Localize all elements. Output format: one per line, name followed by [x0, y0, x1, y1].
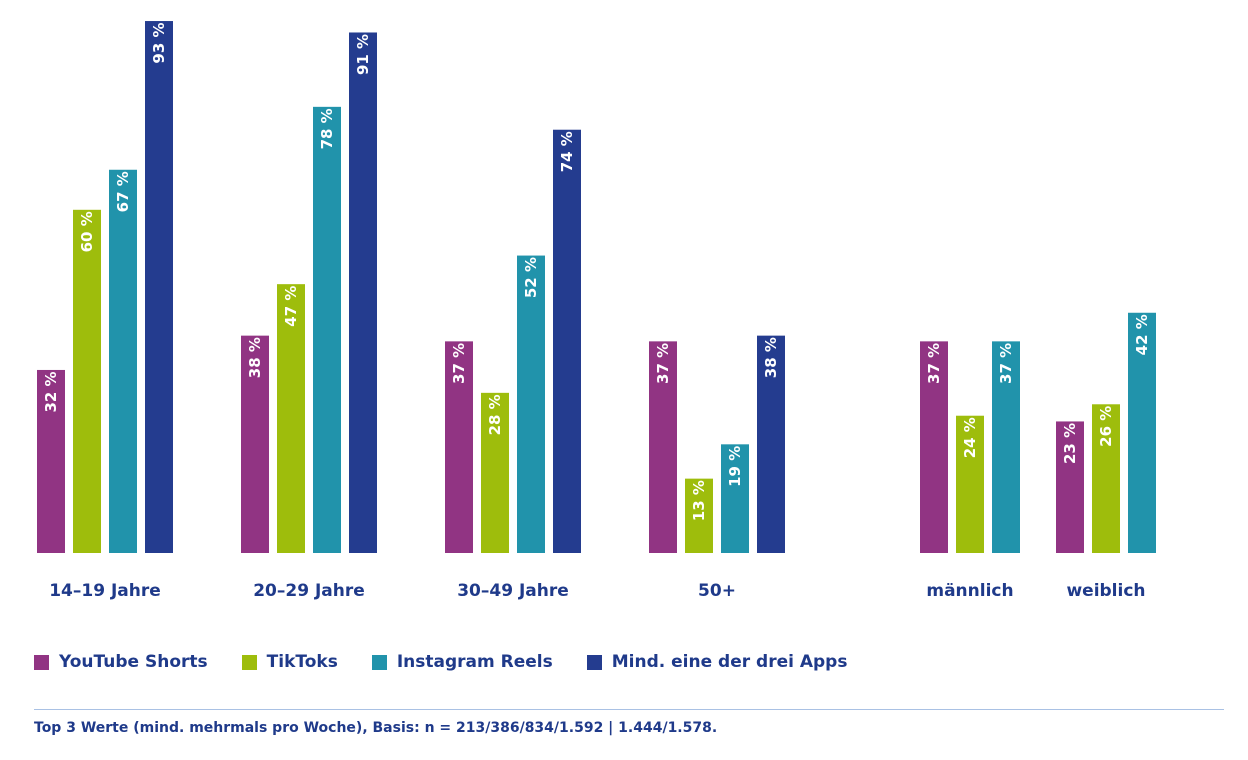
bar-chart: 32 % 60 % 67 % 93 % 14–19 Jahre 38 % 47 % 78 % 9… [37, 21, 1156, 601]
legend-swatch [241, 654, 257, 670]
bar-value-label: 26 % [1097, 406, 1115, 447]
bar [757, 335, 785, 553]
bar [109, 169, 137, 553]
category-label: männlich [926, 581, 1013, 601]
bar [277, 284, 305, 553]
bar-value-label: 67 % [114, 171, 132, 212]
legend-item-instagram-reels: Instagram Reels [371, 652, 553, 672]
footnote: Top 3 Werte (mind. mehrmals pro Woche), … [34, 720, 718, 736]
legend-item-youtube-shorts: YouTube Shorts [34, 652, 208, 672]
category-label: 30–49 Jahre [457, 581, 569, 601]
bar-value-label: 32 % [42, 371, 60, 412]
bar-value-label: 93 % [150, 22, 168, 63]
bar-value-label: 74 % [558, 131, 576, 172]
bar-value-label: 38 % [762, 337, 780, 378]
legend-item-tiktoks: TikToks [241, 652, 338, 672]
bar [649, 341, 677, 553]
bar [553, 129, 581, 553]
bar [1092, 404, 1120, 553]
legend-swatch [34, 654, 49, 670]
bar [1128, 312, 1156, 553]
bar [956, 415, 984, 553]
category-label: 14–19 Jahre [49, 581, 161, 601]
bar [313, 106, 341, 553]
bar-value-label: 28 % [486, 394, 504, 435]
legend-label: TikToks [266, 652, 338, 672]
bar [721, 444, 749, 553]
legend-label: YouTube Shorts [59, 652, 208, 672]
bar-value-label: 37 % [654, 343, 672, 384]
bar-value-label: 78 % [318, 108, 336, 149]
bar-value-label: 13 % [690, 480, 708, 521]
bar [481, 392, 509, 553]
bar [73, 209, 101, 554]
bar-value-label: 37 % [997, 343, 1015, 384]
bar [920, 341, 948, 553]
category-label: weiblich [1066, 581, 1145, 601]
bar-value-label: 24 % [961, 417, 979, 458]
legend-label: Mind. eine der drei Apps [611, 652, 848, 672]
legend-label: Instagram Reels [396, 652, 553, 672]
bar-value-label: 42 % [1133, 314, 1151, 355]
bar [445, 341, 473, 553]
legend-swatch [586, 654, 602, 670]
bar-value-label: 23 % [1061, 423, 1079, 464]
bar [145, 21, 173, 554]
bar-value-label: 37 % [925, 343, 943, 384]
bar-value-label: 52 % [522, 257, 540, 298]
legend-item-any-app: Mind. eine der drei Apps [586, 652, 848, 672]
legend: YouTube Shorts TikToks Instagram Reels M… [34, 648, 881, 676]
category-label: 50+ [698, 581, 736, 601]
bar [37, 369, 65, 553]
bar-value-label: 19 % [726, 446, 744, 487]
bar [241, 335, 269, 553]
bar-value-label: 91 % [354, 34, 372, 75]
bar-value-label: 60 % [78, 211, 96, 252]
bar-value-label: 37 % [450, 343, 468, 384]
footnote-divider [34, 709, 1224, 710]
bar [349, 32, 377, 554]
bar-value-label: 47 % [282, 286, 300, 327]
category-label: 20–29 Jahre [253, 581, 365, 601]
bar [685, 478, 713, 553]
bar [517, 255, 545, 553]
bar [992, 341, 1020, 553]
bar-value-label: 38 % [246, 337, 264, 378]
legend-swatch [371, 654, 387, 670]
bar [1056, 421, 1084, 553]
